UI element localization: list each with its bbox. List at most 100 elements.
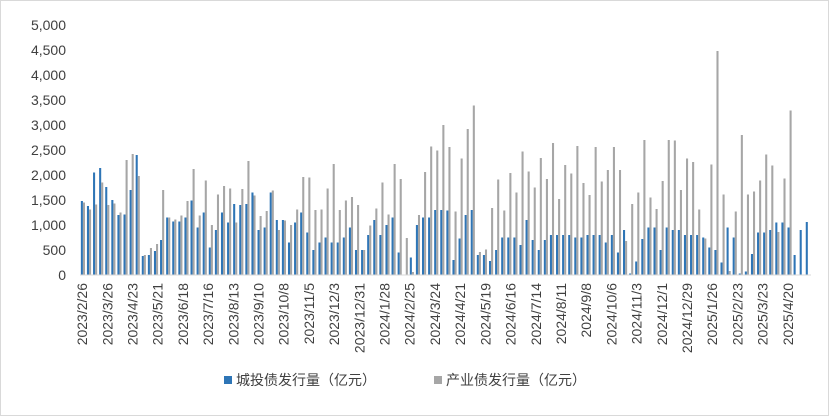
bar-chengtou <box>312 250 315 275</box>
bar-chengtou <box>659 250 662 275</box>
bar-industry <box>661 181 664 275</box>
bar-chengtou <box>793 255 796 275</box>
x-tick-label: 2023/9/10 <box>251 283 267 345</box>
bar-industry <box>497 179 500 275</box>
bar-chengtou <box>178 221 181 275</box>
bar-chengtou <box>99 168 102 275</box>
x-tick-label: 2025/3/23 <box>755 283 771 345</box>
bar-chengtou <box>184 217 187 275</box>
bar-chengtou <box>373 220 376 275</box>
x-tick-label: 2024/12/29 <box>679 283 695 353</box>
bar-industry <box>436 150 439 275</box>
bar-industry <box>393 164 396 275</box>
bar-industry <box>271 190 274 275</box>
bar-chengtou <box>775 222 778 275</box>
bar-chengtou <box>769 230 772 275</box>
bar-chengtou <box>501 237 504 275</box>
bar-chengtou <box>604 242 607 275</box>
bar-industry <box>89 209 92 275</box>
bar-industry <box>558 199 561 275</box>
bar-industry <box>789 110 792 275</box>
y-tick-label: 500 <box>43 242 67 258</box>
y-tick-label: 3,500 <box>31 92 66 108</box>
bar-chengtou <box>275 220 278 275</box>
bar-chengtou <box>805 222 808 275</box>
x-tick-label: 2023/11/5 <box>301 283 317 344</box>
bar-chengtou <box>671 230 674 275</box>
bar-industry <box>533 187 536 275</box>
bar-chengtou <box>531 240 534 275</box>
bar-chengtou <box>763 232 766 275</box>
bar-chengtou <box>549 235 552 275</box>
bar-chengtou <box>318 242 321 275</box>
bar-industry <box>606 170 609 275</box>
bar-chengtou <box>714 250 717 275</box>
bar-industry <box>204 180 207 275</box>
bar-industry <box>692 162 695 275</box>
bar-chengtou <box>598 235 601 275</box>
bar-industry <box>314 210 317 275</box>
bar-industry <box>95 204 98 275</box>
bar-industry <box>570 173 573 275</box>
bar-chengtou <box>80 201 83 275</box>
bar-industry <box>405 238 408 275</box>
bar-chengtou <box>470 210 473 275</box>
bar-industry <box>369 225 372 275</box>
bar-industry <box>277 230 280 275</box>
bar-chengtou <box>190 200 193 275</box>
y-tick-label: 1,500 <box>31 192 66 208</box>
bar-chengtou <box>196 227 199 275</box>
bar-chengtou <box>580 237 583 275</box>
bar-industry <box>192 169 195 275</box>
bar-industry <box>637 192 640 275</box>
bar-industry <box>491 208 494 275</box>
bar-chengtou <box>635 261 638 275</box>
bar-industry <box>235 222 238 275</box>
bar-industry <box>107 205 110 275</box>
bar-chengtou <box>336 242 339 275</box>
bar-industry <box>722 194 725 275</box>
bar-industry <box>241 189 244 275</box>
bar-industry <box>332 164 335 275</box>
bar-industry <box>125 160 128 275</box>
bar-industry <box>210 225 213 275</box>
bar-industry <box>679 190 682 275</box>
bar-chengtou <box>519 245 522 275</box>
bar-industry <box>545 179 548 275</box>
bar-industry <box>131 154 134 275</box>
bar-industry <box>424 172 427 275</box>
bar-chengtou <box>239 205 242 275</box>
bar-industry <box>454 211 457 275</box>
bar-industry <box>625 241 628 275</box>
bar-industry <box>326 188 329 275</box>
bar-chengtou <box>488 261 492 275</box>
bar-chengtou <box>726 227 729 275</box>
bar-industry <box>746 194 749 275</box>
bar-industry <box>710 164 713 275</box>
bar-chengtou <box>677 230 680 275</box>
bar-industry <box>143 255 146 275</box>
bar-chengtou <box>93 172 96 275</box>
bar-chengtou <box>440 210 443 275</box>
bar-industry <box>101 182 104 275</box>
legend-swatch-industry <box>434 376 442 384</box>
x-tick-label: 2024/6/16 <box>503 283 519 345</box>
x-tick-label: 2023/12/31 <box>351 283 367 353</box>
bar-industry <box>308 177 311 275</box>
bar-industry <box>527 171 530 275</box>
bar-chengtou <box>476 255 479 275</box>
y-tick-label: 0 <box>58 267 66 283</box>
bar-chengtou <box>281 220 284 275</box>
bar-chengtou <box>537 250 540 275</box>
bar-industry <box>430 146 433 275</box>
bar-industry <box>174 219 177 275</box>
bar-industry <box>472 105 475 275</box>
bar-chengtou <box>458 238 461 275</box>
bar-chengtou <box>300 212 303 275</box>
y-tick-label: 2,500 <box>31 142 66 158</box>
bar-industry <box>460 158 463 275</box>
bar-industry <box>564 165 567 275</box>
bar-chengtou <box>757 232 760 275</box>
bar-chengtou <box>525 220 528 275</box>
bar-chengtou <box>86 206 90 275</box>
